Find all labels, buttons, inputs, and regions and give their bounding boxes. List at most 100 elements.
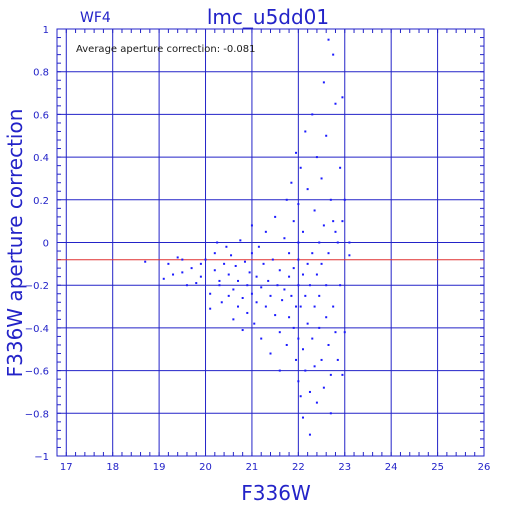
y-tick-label: 0.6 [33, 110, 49, 121]
data-point [313, 365, 316, 368]
data-point [301, 416, 304, 419]
data-point [336, 358, 339, 361]
data-point [199, 275, 202, 278]
data-point [339, 284, 342, 287]
y-tick-label: −0.4 [25, 324, 49, 335]
data-point [209, 307, 212, 310]
data-point [322, 81, 325, 84]
data-point [341, 220, 344, 223]
data-point [325, 284, 328, 287]
chart-title: lmc_u5dd01 [207, 5, 329, 29]
data-point [329, 373, 332, 376]
data-point [320, 262, 323, 265]
data-point [311, 113, 314, 116]
data-point [297, 203, 300, 206]
data-point [144, 260, 147, 263]
x-tick-label: 22 [292, 462, 305, 473]
x-tick-label: 17 [60, 462, 73, 473]
data-point [304, 130, 307, 133]
data-point [308, 284, 311, 287]
data-point [232, 318, 235, 321]
plot-frame [56, 28, 485, 457]
data-point [220, 301, 223, 304]
data-point [276, 284, 279, 287]
data-point [250, 292, 253, 295]
data-point [181, 258, 184, 261]
data-point [185, 284, 188, 287]
data-point [299, 166, 302, 169]
x-tick-label: 19 [153, 462, 166, 473]
data-point [230, 254, 233, 257]
data-point [320, 177, 323, 180]
x-tick-label: 18 [106, 462, 119, 473]
data-point [297, 258, 300, 261]
data-point [348, 254, 351, 257]
data-point [288, 252, 291, 255]
data-point [308, 390, 311, 393]
data-point [327, 252, 330, 255]
y-tick-label: −0.2 [25, 281, 49, 292]
data-point [299, 305, 302, 308]
data-point [234, 264, 237, 267]
data-point [332, 220, 335, 223]
data-point [320, 358, 323, 361]
y-tick-label: −0.6 [25, 367, 49, 378]
x-axis-label: F336W [241, 481, 311, 505]
data-point [290, 294, 293, 297]
y-tick-label: 0.8 [33, 68, 49, 79]
data-point [334, 230, 337, 233]
data-point [162, 277, 165, 280]
data-point [295, 358, 298, 361]
data-point [241, 297, 244, 300]
data-point [288, 316, 291, 319]
y-tick-label: 1 [43, 25, 49, 36]
data-point [253, 322, 256, 325]
data-point [297, 241, 300, 244]
data-point [239, 239, 242, 242]
data-point [301, 273, 304, 276]
x-tick-label: 24 [385, 462, 398, 473]
data-point [262, 262, 265, 265]
data-point [237, 279, 240, 282]
data-point [341, 96, 344, 99]
data-point [325, 134, 328, 137]
data-point [339, 166, 342, 169]
data-point [255, 275, 258, 278]
data-point [176, 256, 179, 259]
data-point [285, 343, 288, 346]
data-point [327, 343, 330, 346]
data-point [216, 241, 219, 244]
data-point [218, 279, 221, 282]
data-point [315, 156, 318, 159]
data-point [172, 273, 175, 276]
data-point [269, 294, 272, 297]
data-point [306, 322, 309, 325]
data-point [304, 294, 307, 297]
data-point [306, 188, 309, 191]
data-point [195, 282, 198, 285]
data-point [318, 326, 321, 329]
data-point [343, 198, 346, 201]
data-point [301, 348, 304, 351]
data-point [292, 326, 295, 329]
data-point [292, 267, 295, 270]
data-point [209, 292, 212, 295]
x-tick-label: 25 [431, 462, 444, 473]
data-point [318, 294, 321, 297]
data-point [243, 260, 246, 263]
data-point [315, 273, 318, 276]
data-point [246, 284, 249, 287]
average-annotation: Average aperture correction: -0.081 [76, 44, 256, 55]
data-point [327, 38, 330, 41]
grid-lines [57, 28, 485, 457]
data-point [288, 275, 291, 278]
data-point [181, 271, 184, 274]
data-point [274, 215, 277, 218]
data-point [329, 198, 332, 201]
data-point [341, 373, 344, 376]
data-point [218, 284, 221, 287]
data-point [334, 102, 337, 105]
data-point [269, 352, 272, 355]
data-point [306, 262, 309, 265]
data-point [313, 305, 316, 308]
